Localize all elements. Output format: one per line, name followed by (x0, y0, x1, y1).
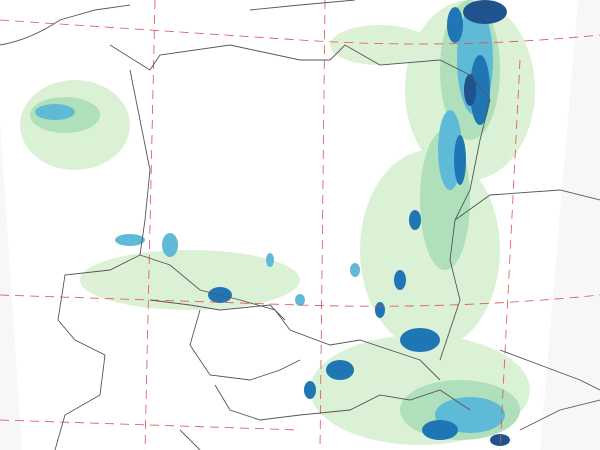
precipitation-field (20, 0, 535, 446)
